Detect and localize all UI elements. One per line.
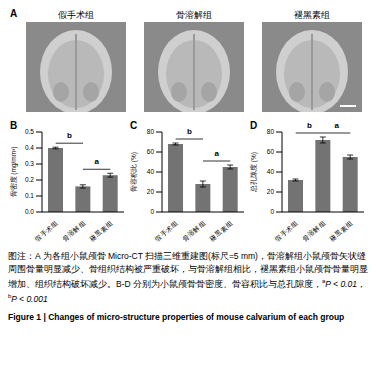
svg-text:80: 80 [267, 128, 275, 135]
svg-text:骨溶解组: 骨溶解组 [181, 219, 207, 242]
svg-text:褪黑素组: 褪黑素组 [208, 219, 234, 242]
svg-text:0.1: 0.1 [25, 192, 34, 199]
svg-text:b: b [187, 127, 192, 136]
svg-text:60: 60 [267, 148, 275, 155]
svg-text:20: 20 [147, 188, 155, 195]
svg-text:a: a [334, 121, 339, 130]
svg-text:骨溶解组: 骨溶解组 [61, 219, 87, 242]
svg-text:0.0: 0.0 [25, 208, 34, 215]
svg-text:褪黑素组: 褪黑素组 [88, 219, 114, 242]
svg-text:40: 40 [147, 168, 155, 175]
html-text:B: B [10, 120, 18, 131]
svg-text:a: a [214, 149, 219, 158]
svg-text:骨密度 (mg/mm³): 骨密度 (mg/mm³) [10, 147, 18, 198]
svg-text:b: b [307, 121, 312, 130]
svg-text:0.3: 0.3 [25, 160, 34, 167]
html-text:Figure 1 | Changes of micro-st: Figure 1 | Changes of micro-structure pr… [8, 311, 345, 322]
svg-text:假手术组: 假手术组 [153, 219, 179, 242]
svg-text:0.5: 0.5 [25, 128, 34, 135]
svg-text:褪黑素组: 褪黑素组 [328, 219, 354, 242]
svg-text:a: a [94, 157, 99, 166]
svg-text:总孔隙度 (%): 总孔隙度 (%) [250, 152, 258, 193]
html-text:C: C [130, 120, 138, 131]
svg-text:20: 20 [267, 188, 275, 195]
svg-text:0: 0 [150, 208, 154, 215]
svg-text:40: 40 [267, 168, 275, 175]
html-text:A: A [10, 8, 18, 19]
svg-text:0.4: 0.4 [25, 144, 34, 151]
html-text:图注：A 为各组小鼠颅骨 Micro-CT 扫描三维重建图(: 图注：A 为各组小鼠颅骨 Micro-CT 扫描三维重建图(标尺=5 mm)，骨… [8, 251, 368, 289]
svg-text:骨容积比 (%): 骨容积比 (%) [130, 152, 138, 192]
html-text:bP < 0.001: bP < 0.001 [8, 293, 48, 305]
svg-text:60: 60 [147, 148, 155, 155]
html-text:骨溶解组: 骨溶解组 [176, 10, 212, 20]
svg-text:假手术组: 假手术组 [33, 219, 59, 242]
svg-text:0.2: 0.2 [25, 176, 34, 183]
html-text:假手术组: 假手术组 [58, 10, 94, 20]
svg-text:假手术组: 假手术组 [273, 219, 299, 242]
svg-text:0: 0 [270, 208, 274, 215]
html-text:D: D [250, 120, 258, 131]
html-text:褪黑素组: 褪黑素组 [294, 10, 330, 20]
svg-text:骨溶解组: 骨溶解组 [301, 219, 327, 242]
svg-text:b: b [67, 131, 72, 140]
svg-text:80: 80 [147, 128, 155, 135]
